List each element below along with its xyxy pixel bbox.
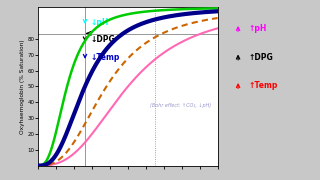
Y-axis label: Oxyhaemoglobin (% Saturation): Oxyhaemoglobin (% Saturation) bbox=[20, 39, 25, 134]
Text: (Bohr effect: ↑CO₂, ↓pH): (Bohr effect: ↑CO₂, ↓pH) bbox=[149, 103, 211, 108]
Text: ↑Temp: ↑Temp bbox=[248, 81, 278, 90]
Text: ↓DPG: ↓DPG bbox=[90, 35, 115, 44]
Text: ↓pH: ↓pH bbox=[90, 18, 109, 27]
Text: ↓Temp: ↓Temp bbox=[90, 53, 120, 62]
Text: ↑DPG: ↑DPG bbox=[248, 53, 273, 62]
Text: ↑pH: ↑pH bbox=[248, 24, 267, 33]
